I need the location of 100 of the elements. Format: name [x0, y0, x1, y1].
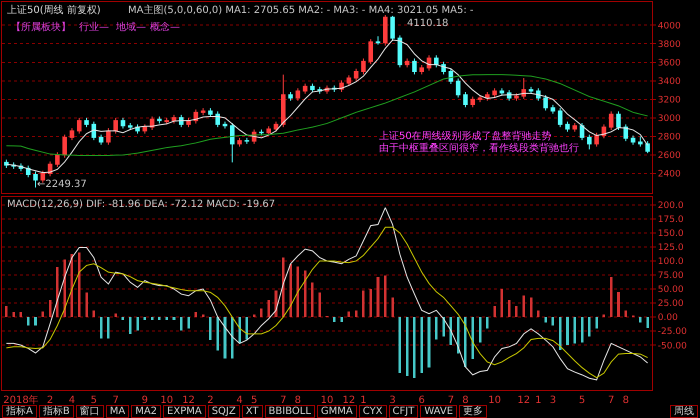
- text: CYX: [358, 405, 387, 418]
- bar: [136, 317, 139, 331]
- text: 窗口: [76, 405, 104, 418]
- line-series: [6, 74, 648, 156]
- candlestick: [200, 108, 206, 116]
- x-tick-label: 3: [550, 395, 556, 406]
- y-tick-label: 50.00: [658, 285, 684, 296]
- candlestick: [296, 88, 300, 102]
- bar: [42, 311, 44, 318]
- bar: [194, 312, 198, 318]
- candlestick: [528, 86, 534, 94]
- bar: [267, 300, 270, 318]
- text: GMMA: [316, 405, 357, 418]
- x-tick-label: 5: [250, 395, 258, 406]
- bar: [413, 317, 416, 378]
- bar: [624, 310, 628, 318]
- x-tick-label: 5: [90, 395, 98, 406]
- bar: [530, 297, 532, 318]
- candlestick: [70, 128, 74, 141]
- x-tick-label: 7: [280, 395, 286, 406]
- candlestick: [157, 116, 162, 124]
- annotation: MACD(12,26,9) DIF: -81.96 DEA: -72.12 MACD: -19.67: [7, 199, 276, 210]
- candlestick: [288, 91, 293, 102]
- candlestick: [84, 117, 89, 128]
- bar: [515, 306, 518, 318]
- bar: [246, 317, 248, 340]
- x-tick-label: 8: [462, 395, 469, 406]
- bar: [224, 317, 226, 359]
- candlestick: [230, 122, 235, 163]
- bar: [92, 310, 96, 318]
- candlestick: [550, 104, 556, 114]
- x-tick-label: 5: [578, 395, 586, 406]
- bar: [558, 317, 562, 350]
- candlestick: [383, 14, 388, 46]
- y-tick-label: -50.00: [658, 341, 688, 352]
- x-tick-label: 1: [360, 395, 367, 406]
- candlestick: [412, 58, 417, 75]
- bar: [209, 317, 212, 340]
- x-tick-label: 10: [160, 395, 174, 406]
- candlestick: [120, 117, 126, 130]
- candlestick: [222, 121, 228, 130]
- candlestick: [543, 94, 548, 111]
- y-tick-label: 175.0: [658, 215, 684, 226]
- candlestick: [492, 88, 497, 98]
- y-tick-label: 3200: [658, 96, 681, 106]
- bar: [260, 308, 263, 318]
- bar: [216, 317, 219, 351]
- candlestick: [390, 15, 395, 42]
- candlestick: [463, 91, 468, 108]
- bar: [230, 317, 234, 359]
- bar: [128, 317, 132, 334]
- bar: [150, 317, 154, 320]
- candlestick: [558, 108, 562, 128]
- candlestick: [361, 58, 366, 75]
- bar: [617, 292, 620, 318]
- bar: [471, 317, 474, 360]
- bar: [289, 264, 292, 318]
- candlestick: [172, 114, 176, 124]
- candlestick: [565, 121, 570, 132]
- x-tick-label: 8: [622, 395, 629, 406]
- bar: [384, 276, 387, 318]
- bar: [26, 317, 30, 326]
- x-tick-label: 7: [112, 395, 119, 406]
- candlestick: [478, 94, 482, 103]
- text: MA: [106, 405, 130, 418]
- text: XT: [242, 405, 263, 418]
- y-tick-label: 100.0: [658, 257, 684, 268]
- x-tick-label: 12: [182, 395, 195, 406]
- candlestick: [354, 68, 358, 82]
- x-tick-label: 2: [46, 395, 54, 406]
- bar: [348, 311, 350, 318]
- bar: [34, 317, 37, 326]
- bar: [304, 270, 306, 318]
- candlestick: [587, 134, 592, 150]
- candlestick: [404, 58, 410, 68]
- bar: [333, 317, 336, 322]
- bar: [464, 317, 467, 367]
- bar: [544, 317, 547, 323]
- candlestick: [521, 78, 526, 100]
- text: MA2: [131, 405, 162, 418]
- x-tick-label: 3: [389, 395, 396, 406]
- y-tick-label: 3800: [658, 40, 681, 50]
- candlestick: [608, 110, 614, 130]
- candlestick: [48, 160, 52, 177]
- candlestick: [302, 83, 308, 94]
- y-tick-label: 0.00: [658, 313, 678, 324]
- candlestick: [500, 88, 504, 96]
- bar: [20, 312, 22, 318]
- bar: [56, 267, 59, 318]
- candlestick: [398, 34, 402, 68]
- y-tick-label: 150.0: [658, 229, 684, 240]
- bar: [70, 254, 74, 318]
- y-tick-label: 2600: [658, 151, 681, 162]
- bar: [391, 297, 394, 318]
- bar: [566, 317, 569, 346]
- text: 更多: [459, 405, 488, 418]
- candlestick: [310, 83, 315, 93]
- candlestick: [55, 152, 60, 168]
- bar: [180, 317, 183, 331]
- x-tick-label: 12: [517, 395, 530, 406]
